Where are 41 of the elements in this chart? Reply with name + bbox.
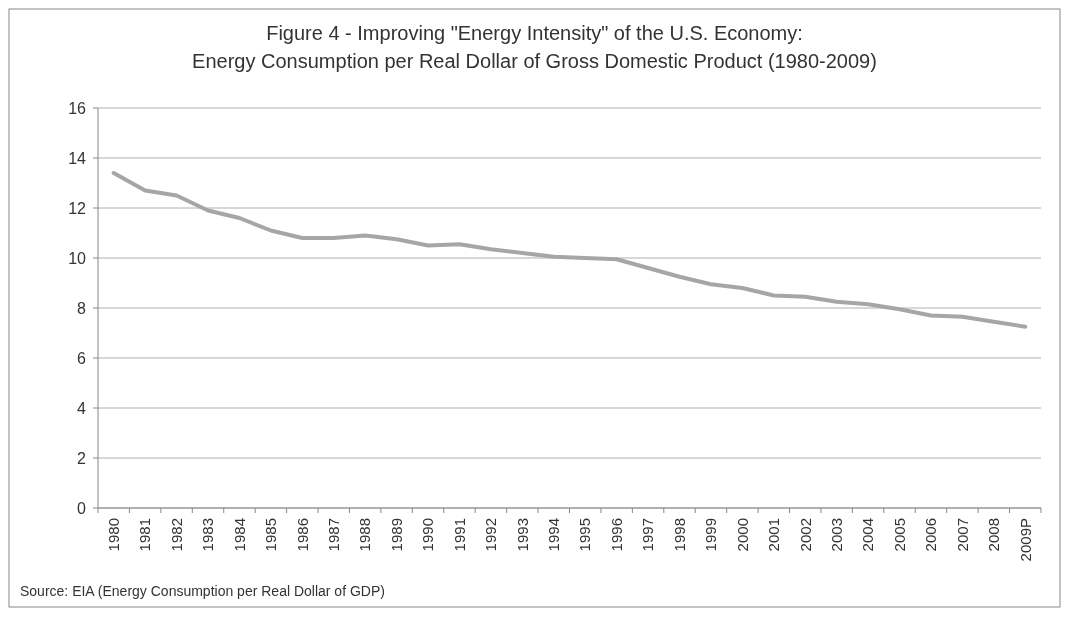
x-tick-label: 2009P: [1016, 518, 1034, 562]
x-tick-label: 1990: [419, 518, 437, 552]
source-note: Source: EIA (Energy Consumption per Real Dollar of GDP): [20, 583, 385, 599]
x-tick-label: 1994: [545, 518, 563, 552]
x-tick-label: 2003: [827, 518, 845, 552]
x-tick-label: 1995: [576, 518, 594, 552]
y-tick-label: 2: [77, 449, 87, 467]
x-tick-label: 2005: [890, 518, 908, 552]
y-tick-label: 6: [77, 349, 87, 367]
x-tick-label: 1998: [670, 518, 688, 552]
y-tick-label: 0: [77, 499, 87, 517]
x-tick-label: 2000: [733, 518, 751, 552]
x-tick-label: 2002: [796, 518, 814, 552]
x-tick-label: 1984: [230, 518, 248, 552]
x-tick-label: 2001: [765, 518, 783, 552]
y-tick-label: 4: [77, 399, 87, 417]
x-tick-label: 1993: [513, 518, 531, 552]
x-tick-label: 1991: [450, 518, 468, 552]
x-tick-label: 1983: [199, 518, 217, 552]
chart-title: Figure 4 - Improving "Energy Intensity" of the U.S. Economy: Energy Consumption per Real Dollar of Gross Domestic Product (1980-2009): [192, 22, 877, 72]
x-tick-label: 1986: [293, 518, 311, 552]
x-tick-label: 1985: [262, 518, 280, 552]
x-tick-label: 2008: [985, 518, 1003, 552]
x-tick-label: 1996: [607, 518, 625, 552]
x-tick-label: 2004: [859, 518, 877, 552]
x-tick-label: 1988: [356, 518, 374, 552]
x-tick-label: 1980: [104, 518, 122, 552]
y-tick-label: 14: [68, 149, 87, 167]
x-tick-label: 1982: [167, 518, 185, 552]
x-tick-label: 2007: [953, 518, 971, 552]
x-tick-label: 1981: [136, 518, 154, 552]
y-tick-label: 16: [68, 99, 87, 117]
y-tick-label: 12: [68, 199, 87, 217]
y-tick-label: 8: [77, 299, 87, 317]
y-tick-label: 10: [68, 249, 87, 267]
x-tick-label: 1987: [325, 518, 342, 552]
x-tick-label: 1989: [387, 518, 405, 552]
x-tick-label: 1999: [702, 518, 720, 552]
x-tick-label: 1992: [482, 518, 500, 552]
x-tick-label: 1997: [639, 518, 657, 552]
x-tick-label: 2006: [922, 518, 940, 552]
